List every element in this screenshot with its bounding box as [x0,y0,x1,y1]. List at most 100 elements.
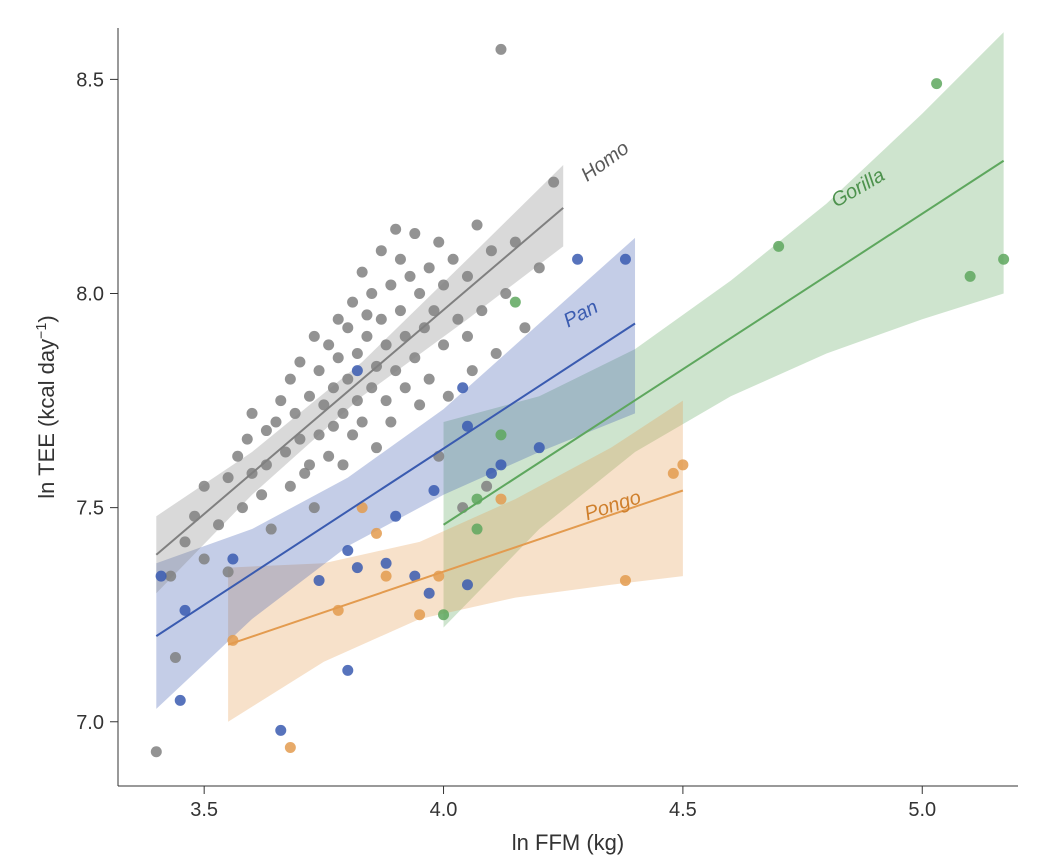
data-point [285,481,296,492]
data-point [328,382,339,393]
data-point [199,481,210,492]
data-point [495,429,506,440]
data-point [352,348,363,359]
data-point [342,322,353,333]
data-point [381,571,392,582]
data-point [170,652,181,663]
data-point [247,408,258,419]
data-point [342,374,353,385]
data-point [223,566,234,577]
data-point [175,695,186,706]
data-point [534,442,545,453]
data-point [347,429,358,440]
data-point [376,314,387,325]
data-point [381,395,392,406]
data-point [314,429,325,440]
data-point [390,224,401,235]
data-point [395,305,406,316]
data-point [390,365,401,376]
data-point [151,746,162,757]
data-point [256,489,267,500]
data-point [381,558,392,569]
x-axis-title: ln FFM (kg) [512,830,624,855]
data-point [376,245,387,256]
scatter-regression-chart: HomoPanGorillaPongo3.54.04.55.07.07.58.0… [0,0,1050,858]
data-point [366,382,377,393]
y-tick-label: 8.0 [76,284,104,306]
data-point [495,459,506,470]
data-point [414,609,425,620]
data-point [495,494,506,505]
data-point [357,267,368,278]
data-point [965,271,976,282]
data-point [357,416,368,427]
data-point [323,339,334,350]
data-point [361,331,372,342]
data-point [519,322,530,333]
data-point [998,254,1009,265]
data-point [352,562,363,573]
data-point [773,241,784,252]
data-point [390,511,401,522]
data-point [333,352,344,363]
data-point [290,408,301,419]
data-point [476,305,487,316]
data-point [237,502,248,513]
data-point [400,382,411,393]
data-point [438,279,449,290]
data-point [314,575,325,586]
y-tick-label: 8.5 [76,69,104,91]
data-point [199,554,210,565]
data-point [462,331,473,342]
data-point [342,665,353,676]
data-point [572,254,583,265]
data-point [472,524,483,535]
data-point [352,395,363,406]
data-point [266,524,277,535]
data-point [409,228,420,239]
data-point [486,468,497,479]
data-point [381,339,392,350]
data-point [534,262,545,273]
data-point [338,459,349,470]
y-axis-title: ln TEE (kcal day−1) [34,315,59,498]
data-point [352,365,363,376]
data-point [457,382,468,393]
data-point [491,348,502,359]
data-point [333,314,344,325]
data-point [486,245,497,256]
data-point [481,481,492,492]
data-point [677,459,688,470]
data-point [510,297,521,308]
data-point [371,442,382,453]
data-point [385,416,396,427]
data-point [314,365,325,376]
data-point [309,331,320,342]
data-point [452,314,463,325]
data-point [156,571,167,582]
data-point [242,434,253,445]
data-point [620,254,631,265]
data-point [467,365,478,376]
data-point [620,575,631,586]
data-point [438,339,449,350]
data-point [223,472,234,483]
data-point [285,742,296,753]
data-point [275,395,286,406]
data-point [414,288,425,299]
data-point [548,177,559,188]
x-tick-label: 3.5 [190,799,218,821]
data-point [270,416,281,427]
data-point [414,399,425,410]
data-point [347,297,358,308]
data-point [433,237,444,248]
data-point [500,288,511,299]
data-point [472,219,483,230]
data-point [385,279,396,290]
data-point [371,528,382,539]
data-point [495,44,506,55]
data-point [424,588,435,599]
data-point [342,545,353,556]
y-tick-label: 7.0 [76,712,104,734]
data-point [428,485,439,496]
